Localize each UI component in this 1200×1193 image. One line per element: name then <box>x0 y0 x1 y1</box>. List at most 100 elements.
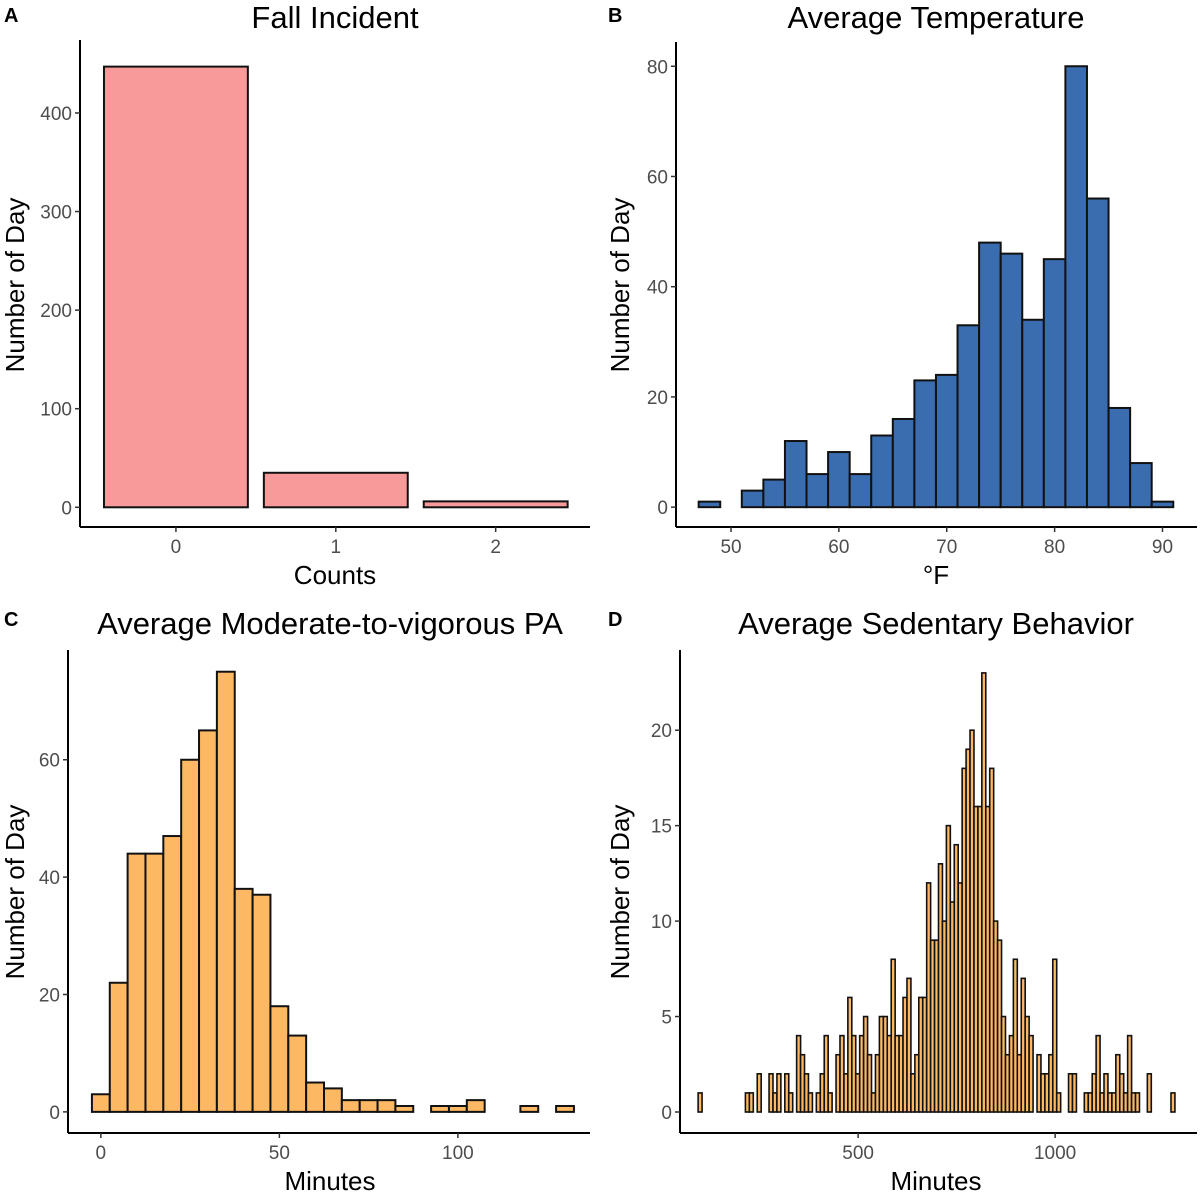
y-tick-label: 20 <box>647 388 668 409</box>
bar-d <box>776 1073 782 1113</box>
panel-label-d: D <box>608 609 622 631</box>
y-tick-label: 10 <box>651 912 672 933</box>
bar-b <box>870 434 894 509</box>
y-tick-label: 0 <box>657 498 668 519</box>
y-tick-label: 20 <box>39 985 60 1006</box>
bar-d <box>823 1034 829 1113</box>
bar-c <box>233 887 254 1113</box>
x-tick-label: 2 <box>490 537 501 558</box>
x-tick-label: 500 <box>842 1143 874 1164</box>
bar-b <box>913 379 937 509</box>
bar-d <box>1012 958 1019 1113</box>
x-axis-title-a: Counts <box>294 560 376 590</box>
bar-b <box>1107 406 1132 509</box>
bar-d <box>1170 1092 1176 1113</box>
bar-d <box>1095 1034 1101 1113</box>
y-tick-label: 0 <box>661 1103 672 1124</box>
x-tick-label: 0 <box>96 1143 107 1164</box>
y-tick-label: 200 <box>40 301 72 322</box>
y-tick-label: 5 <box>661 1008 672 1029</box>
bar-b <box>1021 318 1045 509</box>
bar-c <box>90 1093 111 1113</box>
bar-d <box>787 1092 794 1113</box>
bar-d <box>697 1092 703 1113</box>
x-axis-title-d: Minutes <box>890 1166 981 1193</box>
panel-label-b: B <box>608 5 622 27</box>
bar-b <box>1129 462 1153 509</box>
x-axis-title-b: °F <box>923 560 949 590</box>
bar-d <box>1126 1034 1133 1113</box>
bar-b <box>891 417 916 509</box>
bar-b <box>697 500 722 509</box>
bar-c <box>126 852 147 1113</box>
y-tick-label: 400 <box>40 104 72 125</box>
bar-c <box>180 758 201 1113</box>
bar-c <box>323 1087 343 1113</box>
bar-d <box>756 1073 762 1113</box>
bar-c <box>447 1105 468 1113</box>
bar-b <box>978 241 1002 509</box>
bar-c <box>394 1105 415 1113</box>
bar-d <box>1071 1073 1078 1113</box>
bar-c <box>430 1105 450 1113</box>
bar-d <box>866 1053 873 1113</box>
bar-b <box>805 473 830 509</box>
plot-area-a: 0 100 200 300 400 0 1 2 <box>40 40 590 558</box>
panel-c: C Average Moderate-to-vigorous PA Minute… <box>0 606 590 1193</box>
bar-d <box>807 1092 814 1113</box>
chart-title-b: Average Temperature <box>788 0 1085 35</box>
x-tick-label: 80 <box>1044 537 1065 558</box>
bar-d <box>1051 958 1058 1113</box>
bar-b <box>1042 258 1067 509</box>
bar-b <box>740 489 765 509</box>
bar-b <box>827 451 851 509</box>
bar-d <box>1134 1092 1141 1113</box>
bar-d <box>1055 1092 1062 1113</box>
bar-c <box>108 981 129 1113</box>
bar-b <box>999 252 1024 509</box>
x-tick-label: 50 <box>720 537 741 558</box>
x-tick-label: 90 <box>1152 537 1173 558</box>
x-tick-label: 50 <box>269 1143 290 1164</box>
bar-c <box>358 1099 379 1113</box>
bar-c <box>287 1034 308 1113</box>
y-axis-title-b: Number of Day <box>605 198 635 373</box>
panel-d: D Average Sedentary Behavior Minutes Num… <box>605 606 1197 1193</box>
y-tick-label: 80 <box>647 57 668 78</box>
bar-a <box>422 500 569 509</box>
bar-a <box>102 65 249 509</box>
plot-area-b: 0 20 40 60 80 50 60 70 80 90 <box>647 42 1197 558</box>
y-tick-label: 15 <box>651 817 672 838</box>
panel-a: A Fall Incident Counts Number of Day 010… <box>0 0 590 590</box>
chart-title-a: Fall Incident <box>251 0 419 35</box>
y-tick-label: 60 <box>39 751 60 772</box>
bar-d <box>827 1092 833 1113</box>
bar-c <box>162 835 183 1113</box>
plot-area-d: 0 5 10 15 20 500 1000 <box>651 650 1197 1164</box>
chart-title-d: Average Sedentary Behavior <box>738 606 1134 641</box>
x-axis-title-c: Minutes <box>284 1166 375 1193</box>
chart-title-c: Average Moderate-to-vigorous PA <box>97 606 563 641</box>
bar-b <box>783 440 808 509</box>
bar-b <box>934 373 959 509</box>
panel-label-c: C <box>4 609 18 631</box>
bar-d <box>1146 1073 1153 1113</box>
y-tick-label: 100 <box>40 400 72 421</box>
bar-c <box>376 1099 397 1113</box>
y-tick-label: 40 <box>39 868 60 889</box>
x-tick-label: 60 <box>828 537 849 558</box>
bar-c <box>305 1081 326 1113</box>
bar-c <box>519 1105 540 1113</box>
y-axis-title-d: Number of Day <box>605 805 635 980</box>
x-tick-label: 1 <box>331 537 342 558</box>
x-tick-label: 0 <box>171 537 182 558</box>
bar-c <box>465 1099 486 1113</box>
bar-c <box>215 670 236 1113</box>
x-tick-label: 1000 <box>1034 1143 1076 1164</box>
bar-b <box>762 478 786 509</box>
bar-c <box>251 893 272 1113</box>
bar-c <box>144 852 165 1113</box>
x-tick-label: 100 <box>442 1143 474 1164</box>
panel-b: B Average Temperature °F Number of Day 0… <box>605 0 1197 590</box>
